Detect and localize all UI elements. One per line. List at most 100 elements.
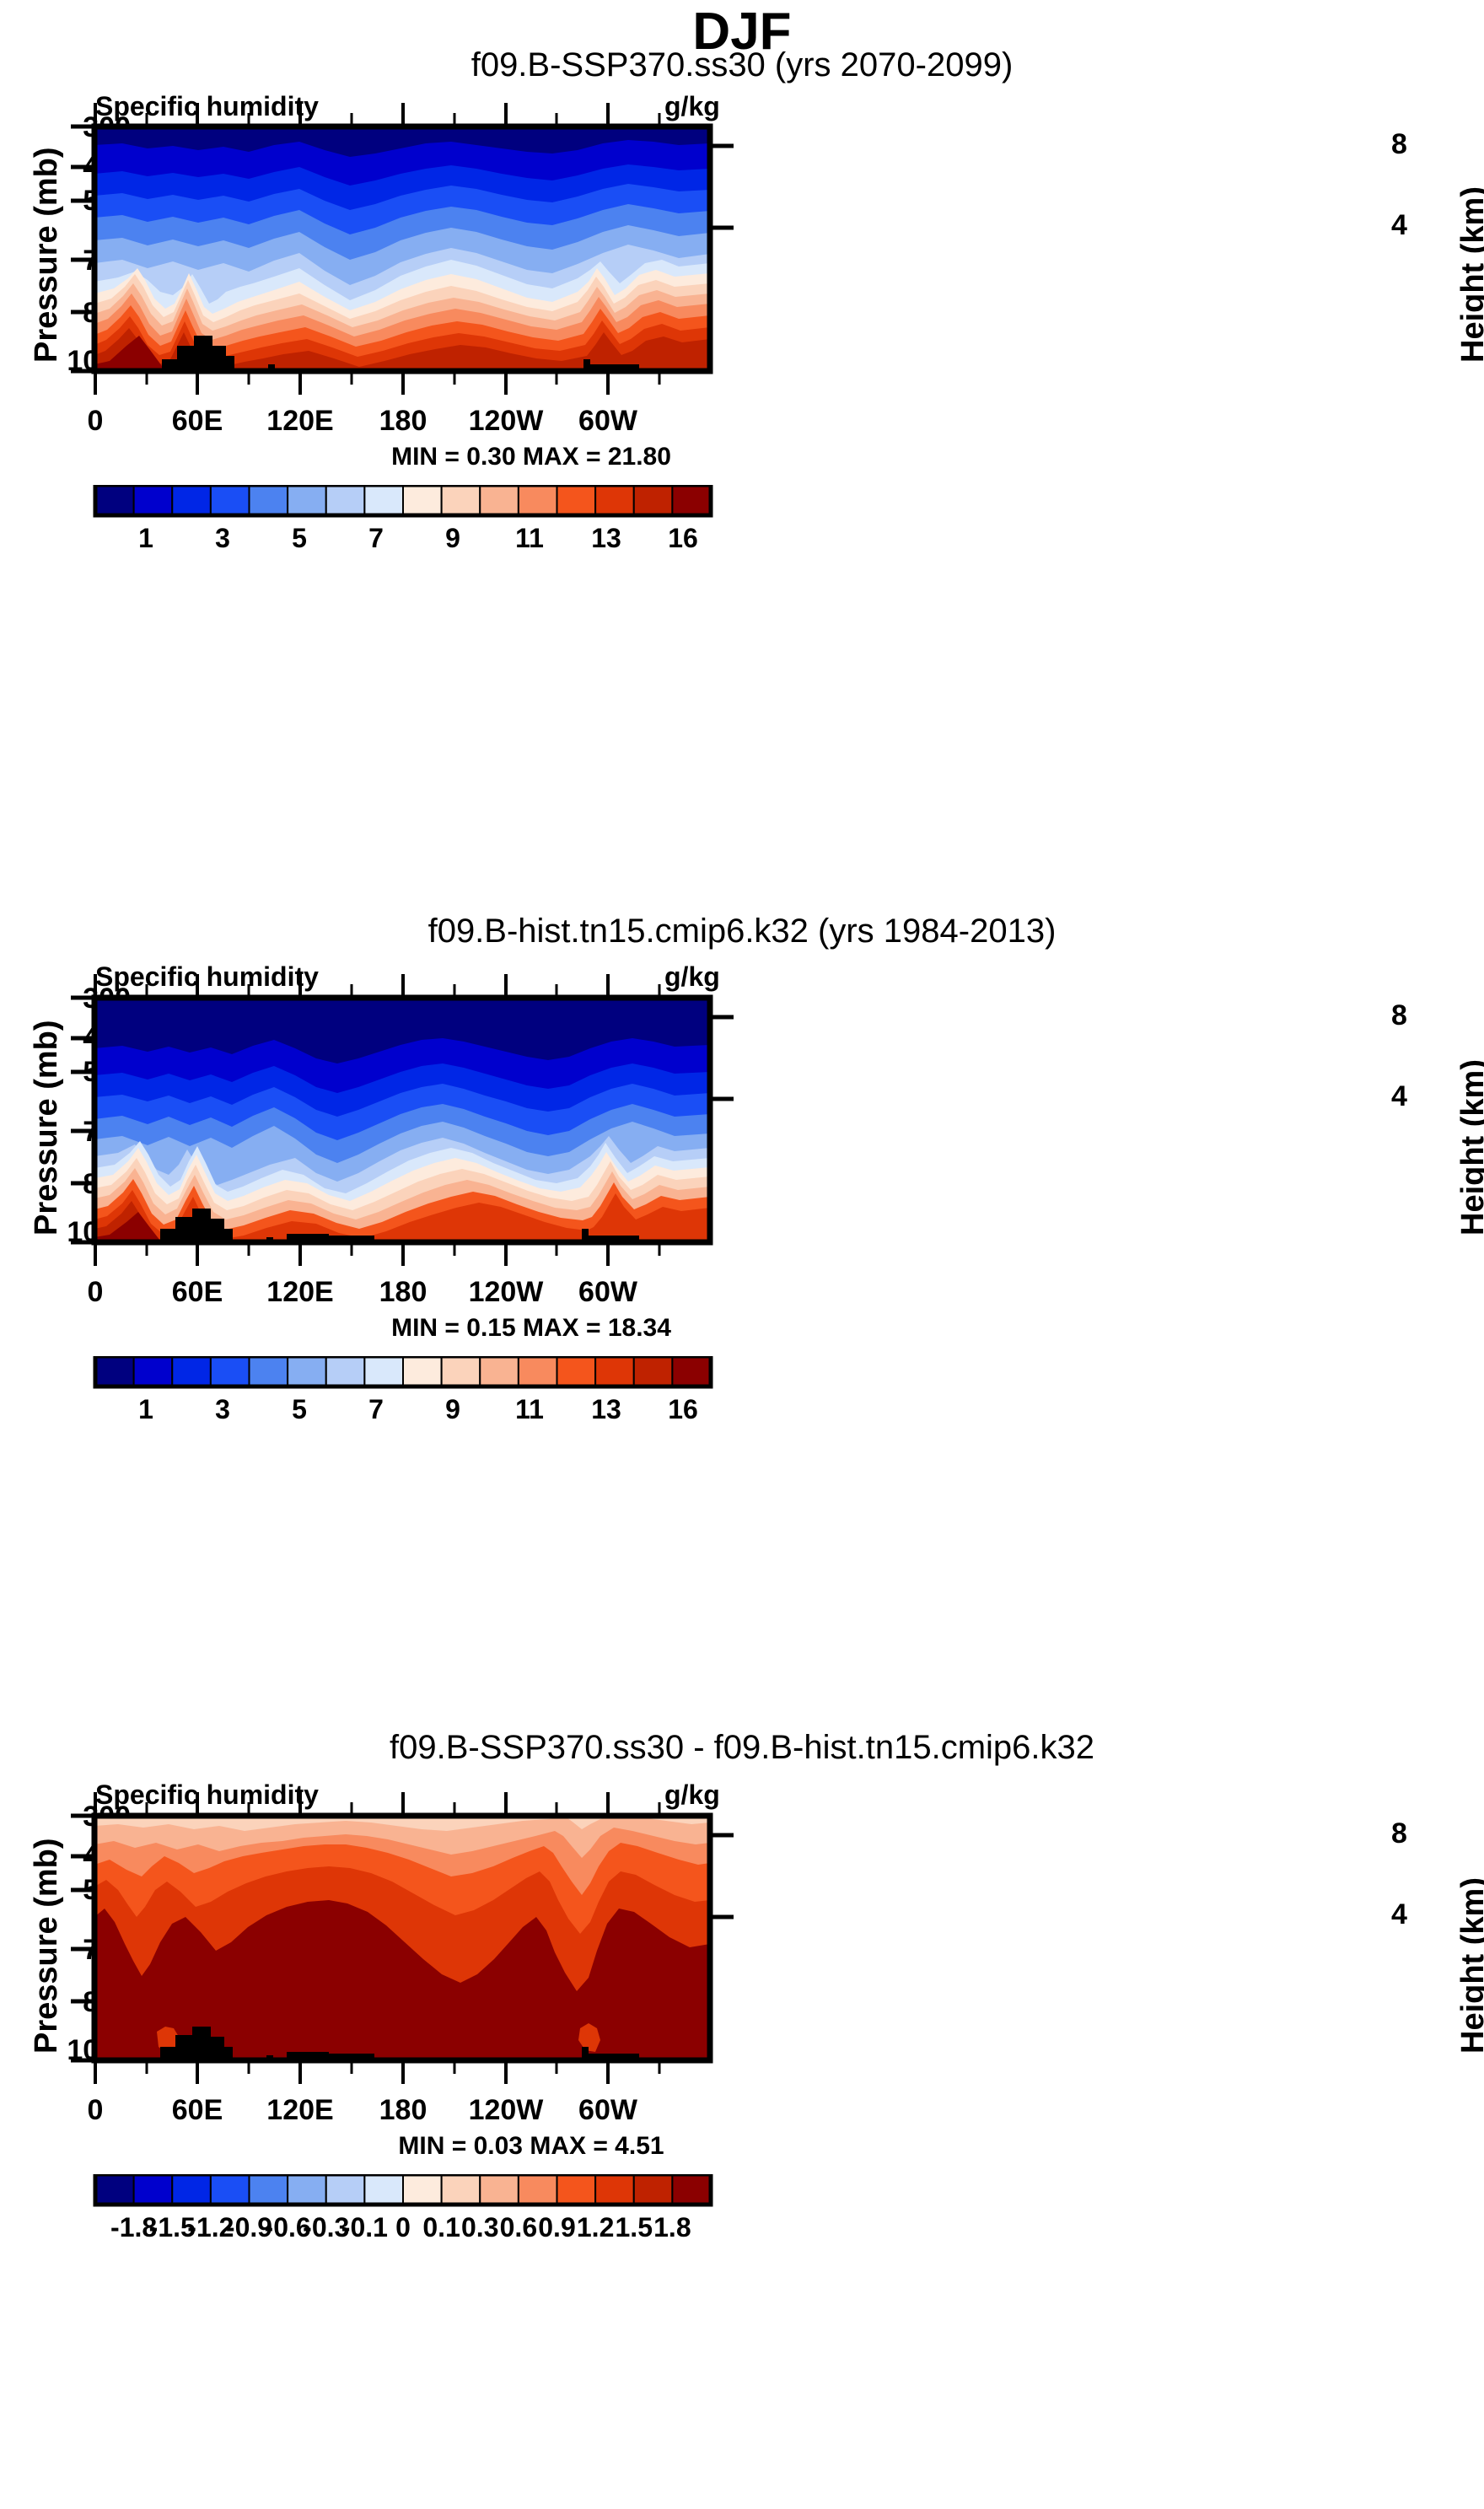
cbar-bottom-label-4: -0.6 [264,2212,311,2242]
colorbar-top-swatch-11[interactable] [517,485,558,516]
colorbar-top-swatch-10[interactable] [479,485,519,516]
colorbar-bottom-swatch-2[interactable] [171,2174,212,2205]
colorbar-middle-swatch-7[interactable] [363,1356,405,1387]
panel-top-colorbar-labels: 1 3 5 7 9 11 13 16 [0,523,1484,562]
colorbar-middle-swatch-1[interactable] [132,1356,174,1387]
colorbar-bottom-swatch-8[interactable] [402,2174,443,2205]
panel-top-units-label: g/kg [664,91,720,121]
panel-middle-xtick-120E: 120E [266,1276,334,1308]
cbar-bottom-label-1: -1.5 [148,2212,196,2242]
colorbar-bottom-swatch-12[interactable] [556,2174,597,2205]
colorbar-bottom-swatch-5[interactable] [287,2174,327,2205]
colorbar-middle-swatch-10[interactable] [479,1356,519,1387]
cbar-top-label-3: 3 [215,523,230,553]
panel-bottom-plot [71,1792,734,2084]
cbar-mid-label-16: 16 [668,1394,698,1424]
panel-bottom-ytick-right-8: 8 [1391,1817,1407,1849]
cbar-bottom-label-6: -0.1 [341,2212,388,2242]
panel-top: f09.B-SSP370.ss30 (yrs 2070-2099) Specif… [0,0,1484,894]
colorbar-top-swatch-6[interactable] [325,485,366,516]
colorbar-top-swatch-15[interactable] [671,485,712,516]
cbar-mid-label-9: 9 [445,1394,460,1424]
colorbar-top-swatch-3[interactable] [209,485,250,516]
colorbar-middle-swatch-4[interactable] [248,1356,289,1387]
cbar-mid-label-3: 3 [215,1394,230,1424]
colorbar-middle-swatch-15[interactable] [671,1356,712,1387]
colorbar-middle-swatch-12[interactable] [556,1356,597,1387]
colorbar-middle-swatch-6[interactable] [325,1356,366,1387]
colorbar-middle-swatch-0[interactable] [94,1356,135,1387]
colorbar-middle-swatch-9[interactable] [440,1356,481,1387]
colorbar-bottom-swatch-9[interactable] [440,2174,481,2205]
cbar-bottom-label-13: 1.5 [615,2212,653,2242]
panel-middle-plot [71,974,734,1266]
colorbar-middle-swatch-8[interactable] [402,1356,443,1387]
cbar-bottom-label-3: -0.9 [225,2212,273,2242]
cbar-top-label-1: 1 [138,523,153,553]
panel-bottom-xtick-60E: 60E [171,2094,223,2126]
cbar-bottom-label-0: -1.8 [110,2212,158,2242]
colorbar-top-swatch-9[interactable] [440,485,481,516]
colorbar-middle-swatch-3[interactable] [209,1356,250,1387]
panel-middle-units-label: g/kg [664,961,720,992]
colorbar-top-swatch-14[interactable] [632,485,674,516]
panel-top-minmax: MIN = 0.30 MAX = 21.80 [391,443,671,471]
panel-top-xtick-60E: 60E [171,405,223,437]
cbar-mid-label-11: 11 [515,1394,544,1424]
panel-top-title: f09.B-SSP370.ss30 (yrs 2070-2099) [470,46,1014,83]
colorbar-top-swatch-4[interactable] [248,485,289,516]
colorbar-middle-swatch-11[interactable] [517,1356,558,1387]
colorbar-bottom-swatch-11[interactable] [517,2174,558,2205]
panel-bottom: f09.B-SSP370.ss30 - f09.B-hist.tn15.cmip… [0,1695,1484,2509]
panel-middle-variable-label: Specific humidity [95,961,319,992]
panel-bottom-colorbar-labels: -1.8 -1.5 -1.2 -0.9 -0.6 -0.3 -0.1 0 0.1 0.3 0.6 0.… [0,2212,1484,2251]
colorbar-top-swatch-1[interactable] [132,485,174,516]
panel-bottom-xtick-120W: 120W [468,2094,544,2126]
cbar-bottom-label-11: 0.9 [538,2212,576,2242]
panel-top-xtick-120W: 120W [468,405,544,437]
panel-bottom-variable-label: Specific humidity [95,1779,319,1810]
colorbar-bottom-swatch-4[interactable] [248,2174,289,2205]
colorbar-middle-swatch-2[interactable] [171,1356,212,1387]
colorbar-bottom-swatch-7[interactable] [363,2174,405,2205]
cbar-top-label-9: 9 [445,523,460,553]
colorbar-middle-swatch-5[interactable] [287,1356,327,1387]
colorbar-top-swatch-8[interactable] [402,485,443,516]
colorbar-middle-swatch-14[interactable] [632,1356,674,1387]
cbar-top-label-11: 11 [515,523,544,553]
cbar-top-label-5: 5 [292,523,307,553]
panel-bottom-colorbar[interactable] [0,2174,1484,2221]
colorbar-bottom-swatch-13[interactable] [594,2174,635,2205]
panel-top-ytick-right-8: 8 [1391,128,1407,160]
colorbar-top-swatch-7[interactable] [363,485,405,516]
colorbar-bottom-swatch-10[interactable] [479,2174,519,2205]
colorbar-top-swatch-2[interactable] [171,485,212,516]
panel-middle-xtick-120W: 120W [468,1276,544,1308]
panel-bottom-xtick-60W: 60W [578,2094,637,2126]
cbar-top-label-13: 13 [591,523,621,553]
colorbar-middle-swatch-13[interactable] [594,1356,635,1387]
colorbar-top-swatch-13[interactable] [594,485,635,516]
panel-middle-ytick-right-8: 8 [1391,999,1407,1031]
panel-middle-xtick-60W: 60W [578,1276,637,1308]
panel-top-plot [71,103,734,395]
panel-middle-colorbar[interactable] [0,1356,1484,1403]
panel-middle-colorbar-labels: 1 3 5 7 9 11 13 16 [0,1394,1484,1433]
colorbar-top-swatch-0[interactable] [94,485,135,516]
colorbar-bottom-swatch-3[interactable] [209,2174,250,2205]
cbar-bottom-label-12: 1.2 [576,2212,615,2242]
cbar-bottom-label-5: -0.3 [303,2212,350,2242]
colorbar-bottom-swatch-0[interactable] [94,2174,135,2205]
panel-middle-ytick-right-4: 4 [1391,1080,1407,1112]
cbar-bottom-label-14: 1.8 [653,2212,691,2242]
panel-middle: f09.B-hist.tn15.cmip6.k32 (yrs 1984-2013… [0,877,1484,1720]
colorbar-top-swatch-5[interactable] [287,485,327,516]
cbar-bottom-label-10: 0.6 [499,2212,538,2242]
colorbar-bottom-swatch-14[interactable] [632,2174,674,2205]
colorbar-bottom-swatch-15[interactable] [671,2174,712,2205]
figure-title: DJF [692,3,792,61]
colorbar-bottom-swatch-6[interactable] [325,2174,366,2205]
colorbar-top-swatch-12[interactable] [556,485,597,516]
panel-top-colorbar[interactable] [0,485,1484,532]
colorbar-bottom-swatch-1[interactable] [132,2174,174,2205]
